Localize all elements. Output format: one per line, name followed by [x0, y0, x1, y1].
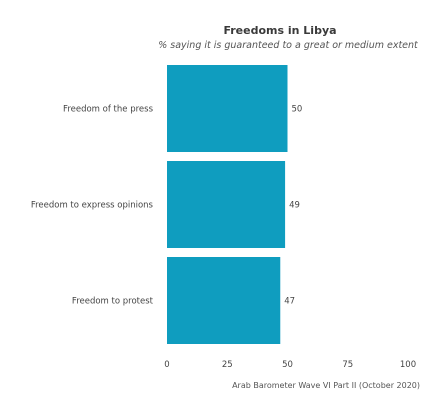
- category-label: Freedom to protest: [72, 297, 154, 307]
- x-tick-label: 25: [222, 360, 233, 370]
- data-label: 50: [292, 105, 303, 115]
- bar: [167, 65, 288, 152]
- chart-subtitle: % saying it is guaranteed to a great or …: [158, 40, 419, 51]
- category-label: Freedom of the press: [63, 105, 154, 115]
- x-tick-label: 50: [282, 360, 293, 370]
- x-axis-ticks: 0 25 50 75 100: [164, 360, 416, 370]
- x-tick-label: 75: [342, 360, 353, 370]
- data-label: 49: [289, 201, 300, 211]
- bar: [167, 161, 286, 248]
- data-label: 47: [284, 297, 295, 307]
- bar: [167, 257, 281, 344]
- source-note: Arab Barometer Wave VI Part II (October …: [232, 381, 420, 390]
- x-tick-label: 100: [400, 360, 416, 370]
- value-labels: 50 49 47: [284, 105, 302, 307]
- x-tick-label: 0: [164, 360, 169, 370]
- chart-title: Freedoms in Libya: [223, 24, 336, 37]
- bars-group: [167, 65, 288, 344]
- category-labels: Freedom of the press Freedom to express o…: [31, 105, 154, 307]
- category-label: Freedom to express opinions: [31, 201, 154, 211]
